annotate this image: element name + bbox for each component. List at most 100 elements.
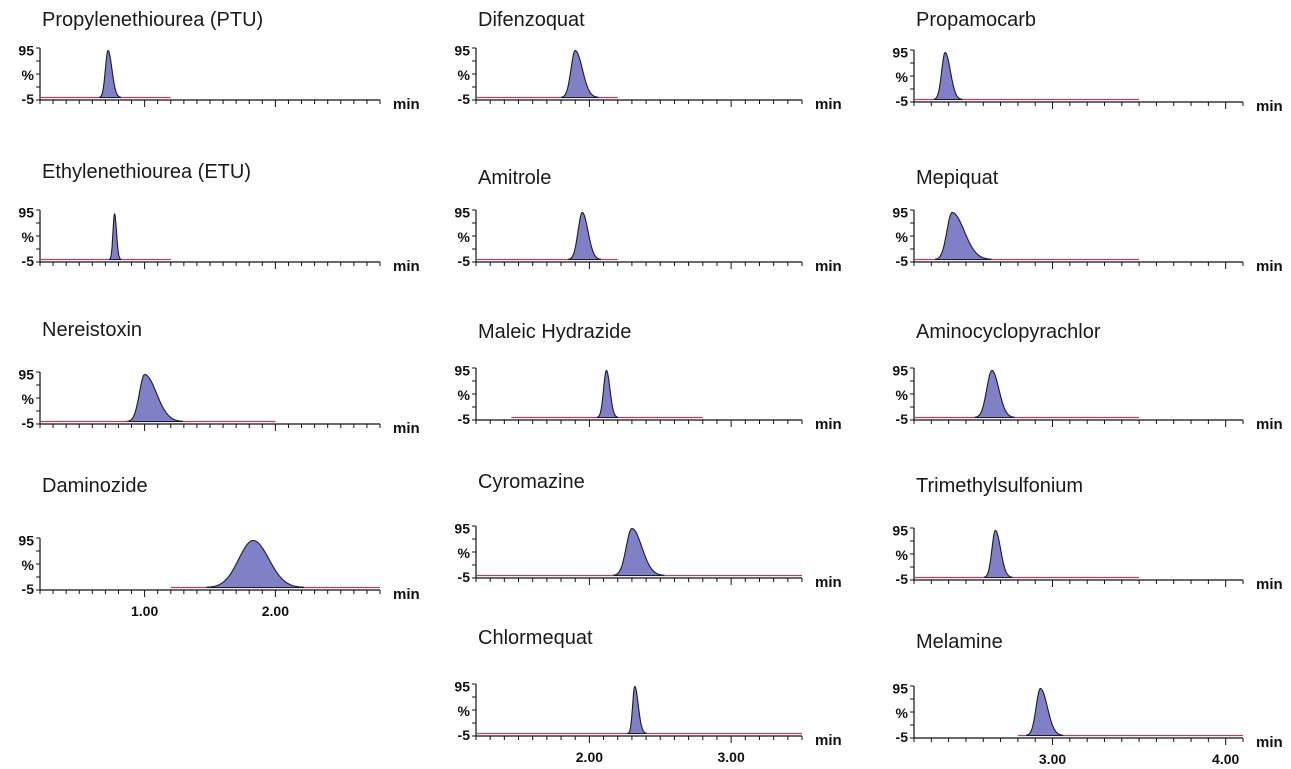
x-tick-label: 3.00 — [1039, 751, 1066, 767]
y-tick-label: % — [458, 703, 471, 719]
chromatogram-panel: Daminozide 95% -5 min 1.00 2.00 — [18, 475, 419, 619]
chromatogram-panel: Difenzoquat 95% -5 min — [454, 9, 841, 113]
x-unit-label: min — [1256, 576, 1283, 593]
chromatogram-panel: Trimethylsulfonium 95% -5 min — [892, 475, 1282, 593]
x-unit-label: min — [1256, 258, 1283, 275]
y-tick-label: 95 — [892, 44, 908, 60]
x-tick-label: 4.00 — [1212, 751, 1239, 767]
chart-title: Daminozide — [42, 475, 148, 497]
y-tick-label: -5 — [22, 91, 35, 107]
peak-area — [933, 51, 963, 101]
x-unit-label: min — [1256, 98, 1283, 115]
x-unit-label: min — [1256, 416, 1283, 433]
y-tick-label: 95 — [454, 204, 470, 220]
chromatogram-panel: Chlormequat 95% -5 min 2.00 3.00 — [454, 627, 841, 765]
peak-area — [983, 529, 1013, 579]
chromatogram-panel: Melamine 95% -5 min 3.00 4.00 — [892, 631, 1282, 767]
chromatogram-panel: Maleic Hydrazide 95% -5 min — [454, 321, 841, 433]
peak-area — [561, 49, 599, 99]
y-tick-label: -5 — [896, 729, 909, 745]
x-tick-label: 2.00 — [576, 749, 603, 765]
y-tick-label: % — [896, 705, 909, 721]
x-unit-label: min — [1256, 734, 1283, 751]
peak-area — [613, 527, 665, 577]
x-unit-label: min — [393, 586, 420, 603]
peak-area — [974, 369, 1015, 419]
chromatogram-panel: Mepiquat 95% -5 min — [892, 167, 1282, 275]
y-tick-label: % — [22, 391, 35, 407]
chart-title: Propylenethiourea (PTU) — [42, 9, 263, 31]
peak-area — [934, 211, 992, 261]
y-tick-label: -5 — [896, 253, 909, 269]
y-tick-label: % — [896, 547, 909, 563]
y-tick-label: -5 — [22, 581, 35, 597]
x-tick-label: 3.00 — [718, 749, 745, 765]
y-tick-label: 95 — [454, 42, 470, 58]
peak-area — [206, 539, 304, 589]
chart-title: Nereistoxin — [42, 319, 142, 341]
chromatogram-panel: Amitrole 95% -5 min — [454, 167, 841, 275]
y-tick-label: -5 — [896, 93, 909, 109]
chromatogram-panel: Ethylenethiourea (ETU) 95% -5 min — [18, 161, 419, 275]
y-tick-label: 95 — [454, 678, 470, 694]
chromatogram-panel: Cyromazine 95% -5 min — [454, 471, 841, 591]
y-tick-label: -5 — [458, 569, 471, 585]
y-tick-label: 95 — [18, 532, 34, 548]
y-tick-label: % — [896, 229, 909, 245]
y-tick-label: % — [896, 69, 909, 85]
chromatogram-panel: Propamocarb 95% -5 min — [892, 9, 1282, 115]
y-tick-label: -5 — [458, 411, 471, 427]
y-tick-label: % — [22, 67, 35, 83]
y-tick-label: % — [22, 229, 35, 245]
x-unit-label: min — [815, 96, 842, 113]
y-tick-label: -5 — [458, 727, 471, 743]
chromatogram-panel: Propylenethiourea (PTU) 95% -5 min — [18, 9, 419, 113]
chromatogram-panel: Nereistoxin 95% -5 min — [18, 319, 419, 437]
y-tick-label: % — [22, 557, 35, 573]
chromatogram-panel: Aminocyclopyrachlor 95% -5 min — [892, 321, 1282, 433]
y-tick-label: % — [458, 229, 471, 245]
y-tick-label: 95 — [18, 204, 34, 220]
y-tick-label: -5 — [22, 415, 35, 431]
x-unit-label: min — [393, 96, 420, 113]
x-tick-label: 1.00 — [131, 603, 158, 619]
chart-title: Mepiquat — [916, 167, 999, 189]
chart-title: Ethylenethiourea (ETU) — [42, 161, 251, 183]
y-tick-label: 95 — [892, 362, 908, 378]
peak-area — [108, 213, 122, 261]
x-unit-label: min — [815, 416, 842, 433]
peak-area — [568, 211, 601, 261]
y-tick-label: 95 — [892, 204, 908, 220]
peak-area — [1026, 687, 1064, 737]
peak-area — [596, 369, 619, 419]
peak-area — [99, 49, 122, 99]
y-tick-label: 95 — [892, 680, 908, 696]
peak-area — [627, 685, 647, 735]
y-tick-label: -5 — [896, 411, 909, 427]
chart-title: Chlormequat — [478, 627, 593, 649]
x-unit-label: min — [815, 732, 842, 749]
y-tick-label: % — [458, 387, 471, 403]
x-unit-label: min — [393, 258, 420, 275]
y-tick-label: -5 — [458, 91, 471, 107]
chart-title: Trimethylsulfonium — [916, 475, 1083, 497]
peak-area — [127, 373, 183, 423]
y-tick-label: % — [458, 545, 471, 561]
chart-title: Cyromazine — [478, 471, 585, 493]
chart-title: Propamocarb — [916, 9, 1036, 31]
chart-title: Melamine — [916, 631, 1003, 653]
y-tick-label: -5 — [458, 253, 471, 269]
y-tick-label: % — [458, 67, 471, 83]
y-tick-label: 95 — [18, 42, 34, 58]
x-unit-label: min — [815, 258, 842, 275]
y-tick-label: 95 — [18, 366, 34, 382]
chart-title: Difenzoquat — [478, 9, 585, 31]
x-unit-label: min — [815, 574, 842, 591]
y-tick-label: % — [896, 387, 909, 403]
y-tick-label: -5 — [896, 571, 909, 587]
y-tick-label: 95 — [454, 520, 470, 536]
chart-title: Maleic Hydrazide — [478, 321, 631, 343]
x-tick-label: 2.00 — [262, 603, 289, 619]
y-tick-label: 95 — [454, 362, 470, 378]
